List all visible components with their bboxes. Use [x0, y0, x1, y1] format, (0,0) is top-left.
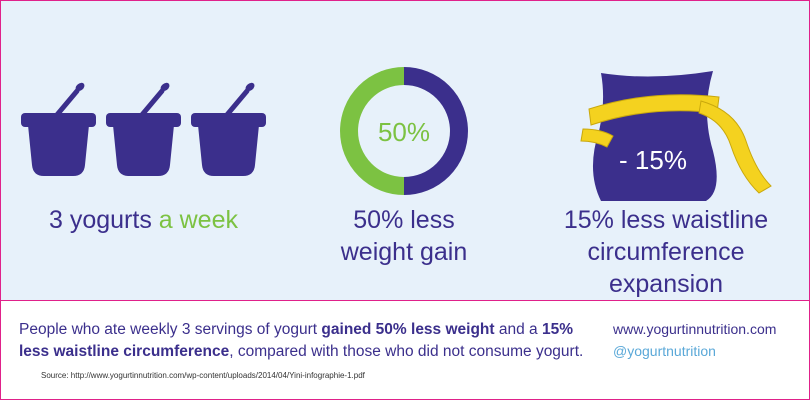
- caption-line: weight gain: [340, 238, 468, 266]
- caption: 50% less weight gain: [301, 204, 507, 268]
- caption-highlight: a week: [158, 206, 238, 234]
- caption-text: 3 yogurts: [48, 206, 152, 234]
- donut: 50%: [340, 67, 468, 195]
- graphics: 50% - 15%: [21, 67, 772, 201]
- summary: People who ate weekly 3 servings of yogu…: [19, 319, 599, 363]
- belly-label: - 15%: [619, 145, 687, 175]
- cup: [106, 82, 181, 176]
- text: People who ate weekly 3 servings of yogu…: [19, 321, 322, 338]
- source: Source: http://www.yogurtinnutrition.com…: [41, 371, 365, 380]
- donut-half: [403, 67, 468, 195]
- caption: 3 yogurts a week: [21, 204, 266, 236]
- caption-line: 50% less: [353, 206, 455, 234]
- text: and a: [494, 321, 542, 338]
- donut-label: 50%: [378, 117, 430, 147]
- bold-text: 15% less waistline circumference: [19, 321, 574, 360]
- belly: - 15%: [580, 71, 772, 201]
- caption: 15% less waistline circumference expansi…: [541, 204, 791, 300]
- donut-half: [340, 67, 405, 195]
- caption-line: circumference expansion: [587, 238, 745, 298]
- caption-line: 15% less waistline: [563, 206, 769, 234]
- website-link[interactable]: www.yogurtinnutrition.com: [613, 321, 777, 337]
- text: , compared with those who did not consum…: [229, 343, 584, 360]
- bold-text: gained 50% less weight: [321, 321, 495, 338]
- cup: [21, 82, 96, 176]
- social-handle[interactable]: @yogurtnutrition: [613, 343, 716, 359]
- cup: [191, 82, 266, 176]
- yogurt-cups: [21, 82, 266, 176]
